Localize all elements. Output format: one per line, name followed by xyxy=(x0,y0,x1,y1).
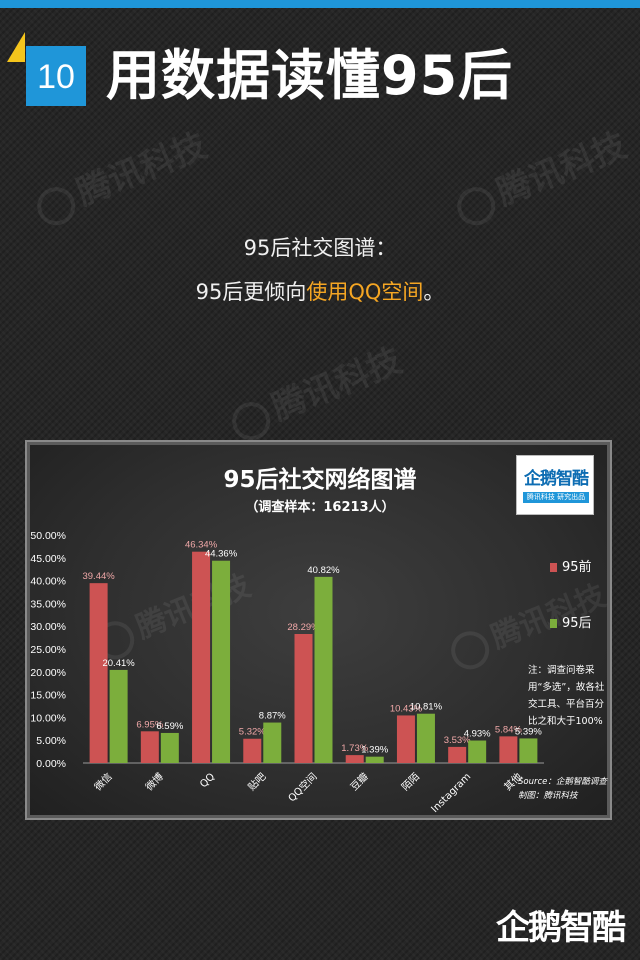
data-label: 40.82% xyxy=(307,565,340,576)
data-label: 5.32% xyxy=(239,727,266,738)
y-tick-label: 30.00% xyxy=(30,621,66,633)
bar-95-before xyxy=(294,633,313,763)
data-label: 6.59% xyxy=(156,721,183,732)
subtitle-line-1: 95后社交图谱： xyxy=(243,236,397,260)
chart-title: 95后社交网络图谱 xyxy=(223,467,417,493)
y-tick-label: 40.00% xyxy=(30,576,66,588)
y-tick-label: 35.00% xyxy=(30,598,66,610)
bar-chart: 0.00% 5.00% 10.00% 15.00% 20.00% 25.00% 30.00%… xyxy=(30,530,544,815)
y-tick-label: 15.00% xyxy=(30,690,66,702)
data-label: 10.81% xyxy=(410,702,443,713)
data-label: 20.41% xyxy=(102,658,135,669)
chart-source: Source：企鹅智酷调查 制图：腾讯科技 xyxy=(518,777,607,801)
data-label: 10.43% xyxy=(390,703,423,714)
legend-swatch xyxy=(550,619,557,628)
watermark: 腾讯科技 xyxy=(447,118,632,231)
x-tick-label: 陌陌 xyxy=(399,771,422,794)
yellow-triangle-decoration xyxy=(7,32,25,62)
data-label: 1.39% xyxy=(361,745,388,756)
x-tick-label: Instagram xyxy=(430,771,474,815)
x-tick-label: 微博 xyxy=(143,770,166,793)
x-tick-label: QQ空间 xyxy=(285,770,319,804)
bar-95-after xyxy=(212,560,231,763)
data-label: 5.84% xyxy=(495,724,522,735)
top-accent-bar xyxy=(0,0,640,8)
y-tick-label: 5.00% xyxy=(36,735,66,747)
bar-95-after xyxy=(468,740,487,763)
data-label: 39.44% xyxy=(82,571,115,582)
data-label: 6.95% xyxy=(136,719,163,730)
qie-zhiku-logo: 企鹅智酷 腾讯科技 研究出品 xyxy=(516,455,594,515)
bar-95-after xyxy=(109,669,128,763)
data-label: 44.36% xyxy=(205,549,238,560)
data-label: 3.53% xyxy=(444,735,471,746)
subtitle-line-2: 95后更倾向使用QQ空间。 xyxy=(195,280,445,304)
bar-95-before xyxy=(243,738,262,763)
bar-95-before xyxy=(140,731,159,763)
legend-swatch xyxy=(550,563,557,572)
bar-95-before xyxy=(396,715,415,763)
chart-note: 注：调查问卷采用“多选”，故各社交工具、平台百分比之和大于100% xyxy=(528,665,605,727)
watermark: 腾讯科技 xyxy=(222,333,407,446)
bar-95-before xyxy=(448,746,467,763)
brand-logo: 企鹅智酷 xyxy=(496,908,626,948)
bar-95-before xyxy=(499,736,518,763)
data-label: 4.93% xyxy=(464,729,491,740)
y-tick-label: 25.00% xyxy=(30,644,66,656)
data-label: 8.87% xyxy=(259,711,286,722)
data-label: 46.34% xyxy=(185,540,218,551)
bar-95-after xyxy=(314,576,333,763)
x-tick-label: 微信 xyxy=(91,770,114,793)
bar-95-after xyxy=(416,713,435,763)
bar-95-after xyxy=(519,738,538,763)
data-label: 28.29% xyxy=(287,622,320,633)
watermark: 腾讯科技 xyxy=(27,118,212,231)
y-tick-label: 20.00% xyxy=(30,667,66,679)
bar-95-before xyxy=(345,755,364,763)
x-tick-label: QQ xyxy=(198,771,217,790)
bar-95-after xyxy=(160,732,179,763)
bar-95-after xyxy=(365,756,384,763)
y-tick-label: 45.00% xyxy=(30,553,66,565)
logo-text: 企鹅智酷 xyxy=(524,469,589,489)
watermark-logo-icon xyxy=(451,180,501,231)
logo-subbar: 腾讯科技 研究出品 xyxy=(523,492,589,503)
x-tick-label: 贴吧 xyxy=(245,770,268,793)
legend-item-95-before: 95前 xyxy=(550,556,592,575)
page-title: 用数据读懂95后 xyxy=(106,44,514,107)
x-tick-label: 豆瓣 xyxy=(348,771,371,794)
y-tick-label: 50.00% xyxy=(30,530,66,542)
bar-95-before xyxy=(89,583,108,763)
y-tick-label: 10.00% xyxy=(30,712,66,724)
chart-subtitle: （调查样本：16213人） xyxy=(245,500,395,515)
section-number-badge: 10 xyxy=(26,46,86,106)
subtitle-highlight: 使用QQ空间 xyxy=(306,280,424,304)
bar-95-before xyxy=(192,551,211,763)
bar-95-after xyxy=(263,722,282,763)
watermark-logo-icon xyxy=(226,395,276,446)
y-tick-label: 0.00% xyxy=(36,758,66,770)
watermark-logo-icon xyxy=(31,180,81,231)
data-label: 5.39% xyxy=(515,726,542,737)
legend-item-95-after: 95后 xyxy=(550,612,592,631)
data-label: 1.73% xyxy=(341,743,368,754)
